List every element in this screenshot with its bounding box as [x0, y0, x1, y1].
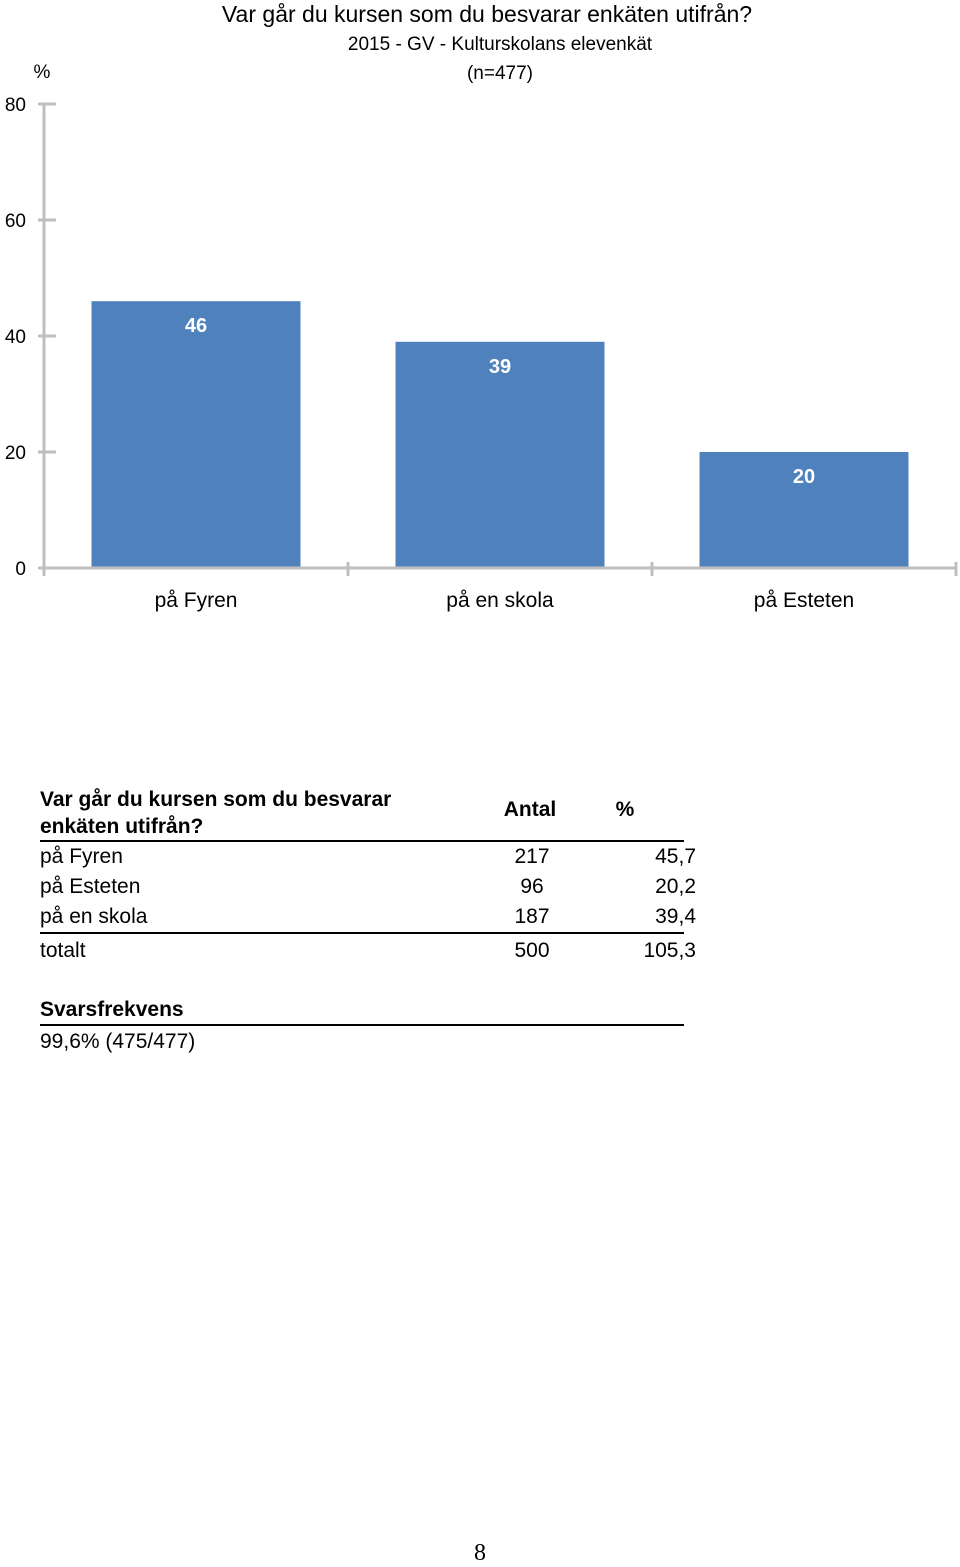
response-rate-label: Svarsfrekvens — [40, 996, 684, 1026]
y-tick-label: 60 — [5, 211, 26, 232]
y-tick-label: 0 — [15, 559, 26, 580]
bar-data-label: 20 — [793, 466, 815, 488]
bar — [91, 301, 301, 568]
y-tick-label: 20 — [5, 443, 26, 464]
table-header-percent: % — [615, 798, 635, 821]
x-category-label: på Fyren — [155, 589, 238, 612]
y-tick-label: 80 — [5, 95, 26, 116]
table-row: på Fyren 217 45,7 — [40, 842, 696, 872]
table-row: på Esteten 96 20,2 — [40, 872, 696, 902]
response-rate-value: 99,6% (475/477) — [40, 1030, 196, 1053]
y-axis-label: % — [34, 62, 51, 83]
results-table: Var går du kursen som du besvarar enkäte… — [40, 784, 696, 968]
bar-data-label: 46 — [185, 315, 207, 337]
y-tick-label: 40 — [5, 327, 26, 348]
total-label: totalt — [40, 939, 86, 962]
row-antal: 187 — [514, 905, 550, 928]
table-header: Var går du kursen som du besvarar enkäte… — [40, 784, 684, 842]
total-antal: 500 — [514, 939, 550, 962]
page-number: 8 — [474, 1540, 486, 1566]
row-percent: 45,7 — [655, 845, 696, 868]
row-label: på Esteten — [40, 875, 141, 898]
chart-subtitle-n: (n=477) — [467, 63, 533, 84]
row-antal: 217 — [514, 845, 550, 868]
table-header-antal: Antal — [503, 798, 557, 821]
x-category-label: på en skola — [446, 589, 554, 612]
table-row: på en skola 187 39,4 — [40, 902, 696, 934]
table-total-row: totalt 500 105,3 — [40, 934, 696, 968]
total-percent: 105,3 — [643, 939, 696, 962]
row-percent: 39,4 — [655, 905, 696, 928]
row-percent: 20,2 — [655, 875, 696, 898]
chart-subtitle: 2015 - GV - Kulturskolans elevenkät — [348, 34, 653, 55]
bar-chart: Var går du kursen som du besvarar enkäte… — [5, 1, 958, 612]
bar — [395, 341, 605, 568]
row-antal: 96 — [520, 875, 544, 898]
bar — [699, 452, 909, 568]
table-header-question: Var går du kursen som du besvarar enkäte… — [40, 788, 392, 838]
row-label: på en skola — [40, 905, 148, 928]
x-category-label: på Esteten — [754, 589, 854, 612]
chart-title: Var går du kursen som du besvarar enkäte… — [222, 1, 752, 27]
bar-data-label: 39 — [489, 356, 511, 378]
response-rate: Svarsfrekvens 99,6% (475/477) — [40, 996, 684, 1058]
row-label: på Fyren — [40, 845, 123, 868]
